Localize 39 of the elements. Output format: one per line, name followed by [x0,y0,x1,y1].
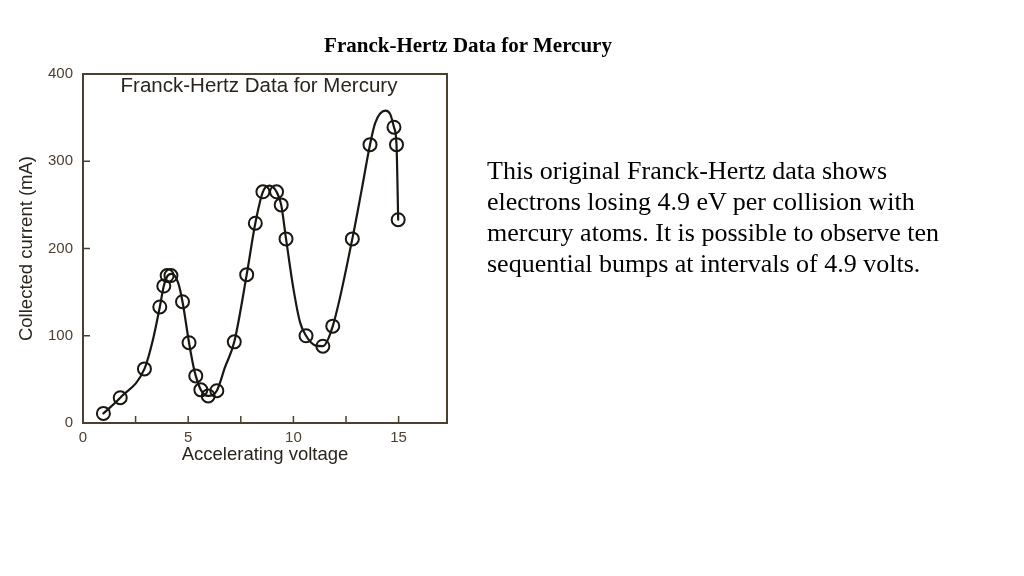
point [112,390,128,406]
point [193,382,209,398]
point [386,119,402,135]
x-tick-label: 15 [390,428,407,446]
point [298,328,314,344]
point [273,197,289,213]
x-tick-label: 0 [78,428,88,446]
y-tick-label: 100 [47,325,73,343]
point [152,299,168,315]
point [255,184,271,200]
point [181,335,197,351]
point [362,137,378,153]
point [344,231,360,247]
point [315,338,331,354]
y-tick-label: 200 [47,238,73,256]
point [325,318,341,334]
point [136,361,152,377]
chart-title: Franck-Hertz Data for Mercury [323,33,613,57]
y-tick-label: 400 [47,64,73,82]
point [95,405,111,421]
point [163,268,179,284]
point [209,383,225,399]
point [239,267,255,283]
point [247,215,263,231]
y-tick-label: 300 [47,151,73,169]
y-axis-title: Collected current (mA) [15,155,37,342]
point [159,268,175,284]
y-tick-label: 0 [64,413,73,431]
point [390,212,406,228]
point [175,294,191,310]
point [269,184,285,200]
point [156,278,172,294]
point [389,137,404,153]
text: This original Franck-Hertz data shows electrons losing 4.9 eV per collision with mercury atoms. It is possible to observe ten sequential bumps at intervals of 4.9 volts. [487,155,941,279]
point [278,231,294,247]
point [200,388,216,404]
point [226,334,242,350]
point [188,368,204,384]
annotation: Franck-Hertz Data for Mercury [120,72,399,96]
